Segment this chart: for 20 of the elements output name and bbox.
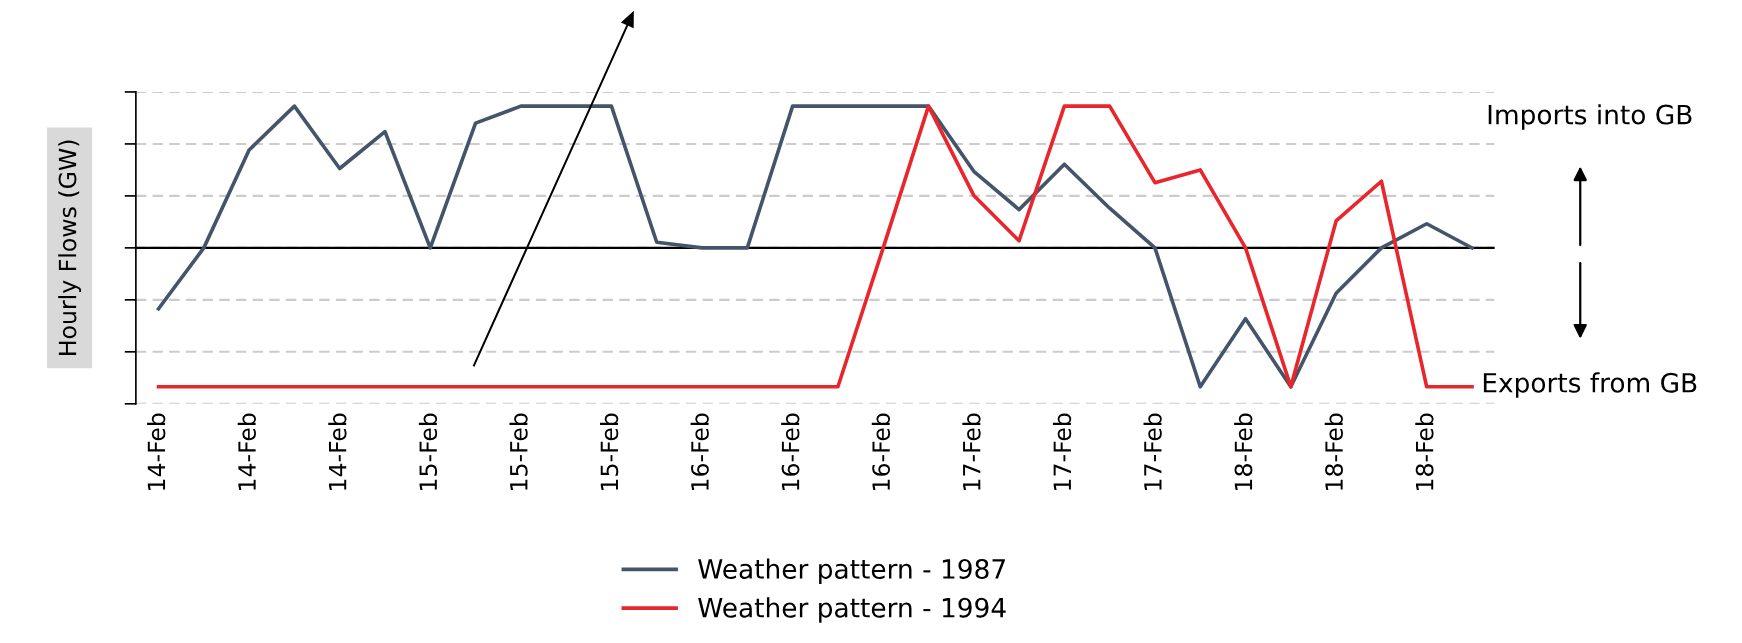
x-tick-label: 18-Feb — [1234, 413, 1253, 490]
legend-label: Weather pattern - 1994 — [698, 597, 1006, 623]
x-tick-label: 18-Feb — [1415, 413, 1434, 490]
annotation: Imports into GB — [1488, 104, 1692, 130]
x-tick-label: 17-Feb — [962, 413, 981, 490]
annotation: Exports from GB — [1483, 372, 1697, 398]
legend-label: Weather pattern - 1987 — [698, 558, 1005, 585]
x-tick-label: 14-Feb — [237, 413, 256, 490]
x-tick-label: 17-Feb — [1052, 413, 1072, 490]
x-tick-label: 14-Feb — [328, 413, 347, 490]
x-tick-label: 16-Feb — [690, 413, 709, 490]
x-tick-label: 18-Feb — [1324, 413, 1343, 490]
x-tick-label: 15-Feb — [509, 413, 528, 490]
x-tick-label: 15-Feb — [600, 413, 619, 490]
x-tick-label: 14-Feb — [147, 413, 166, 490]
x-tick-label: 15-Feb — [418, 413, 438, 490]
x-tick-label: 16-Feb — [781, 413, 800, 490]
x-tick-label: 16-Feb — [871, 413, 891, 490]
y-axis-title: Hourly Flows (GW) — [58, 140, 82, 355]
x-tick-label: 17-Feb — [1143, 413, 1162, 490]
